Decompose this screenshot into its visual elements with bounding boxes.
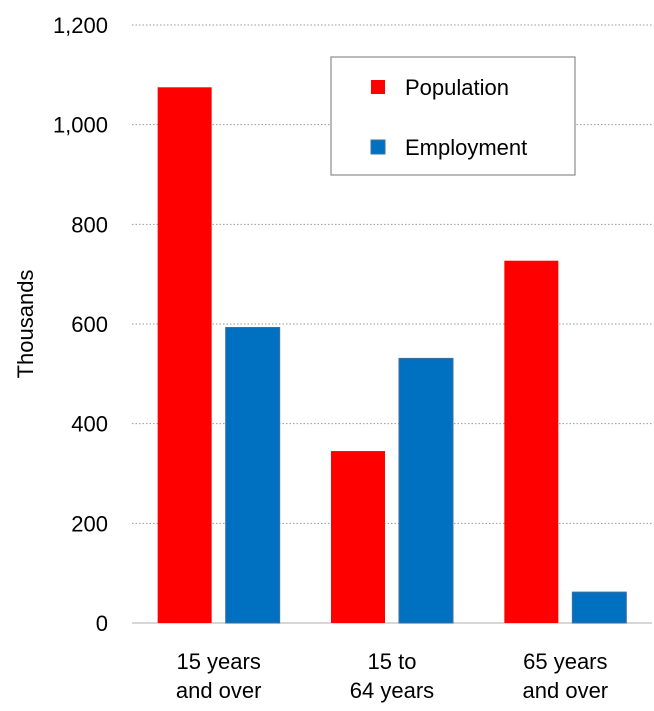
y-tick-label: 400 [71,412,108,437]
legend-swatch-employment [370,139,386,155]
bar-population-2 [504,260,559,623]
y-axis-title: Thousands [13,270,38,379]
bar-employment-0 [225,326,281,624]
bar-employment-1 [398,357,454,624]
y-tick-label: 200 [71,511,108,536]
legend-box [330,56,576,176]
bar-employment-2 [571,591,627,624]
x-tick-label: 15 to [368,649,417,674]
x-tick-label: and over [176,678,262,703]
x-tick-label: and over [523,678,609,703]
legend-label-population: Population [405,75,509,100]
y-tick-label: 600 [71,312,108,337]
bar-population-0 [157,87,212,623]
legend: Population Employment [330,56,576,176]
x-tick-label: 65 years [523,649,607,674]
axis-labels: 0 200 400 600 800 1,000 1,200 Thousands 15 years… [13,13,608,703]
y-tick-label: 1,000 [53,113,108,138]
legend-swatch-population [371,80,385,94]
bar-population-1 [331,451,385,623]
x-tick-label: 15 years [176,649,260,674]
bars [157,87,627,624]
y-tick-label: 800 [71,212,108,237]
x-tick-label: 64 years [350,678,434,703]
y-tick-label: 1,200 [53,13,108,38]
y-tick-label: 0 [96,611,108,636]
legend-label-employment: Employment [405,135,527,160]
